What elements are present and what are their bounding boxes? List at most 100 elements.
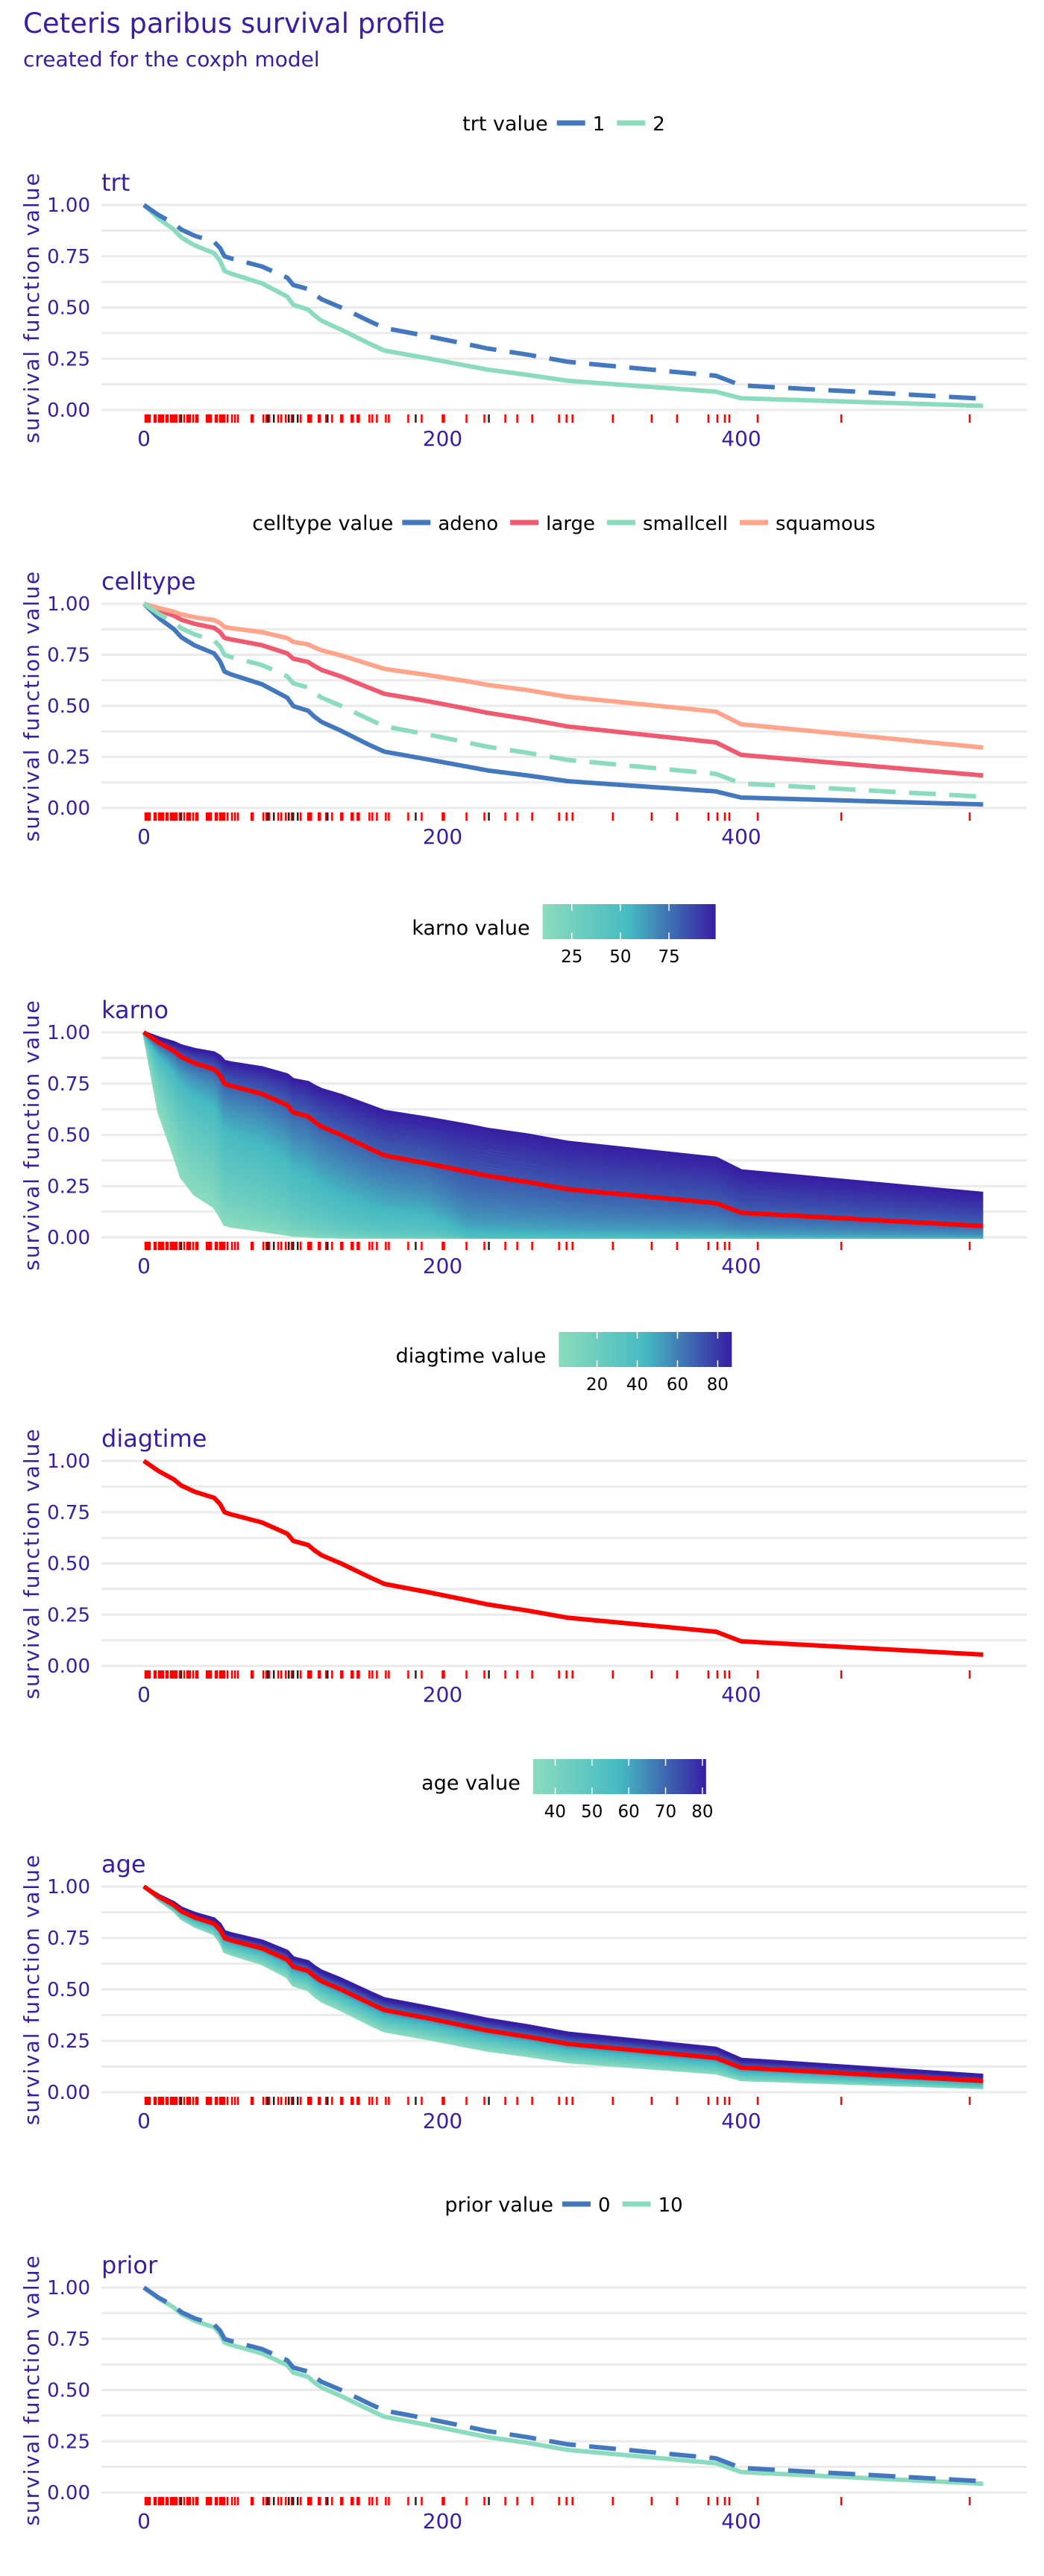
colorbar-tick-label: 50 bbox=[581, 1802, 603, 1822]
curves bbox=[142, 1030, 984, 1239]
legend: karno value 25 50 75 bbox=[412, 904, 716, 967]
x-tick-label: 0 bbox=[137, 824, 151, 849]
y-tick-label: 1.00 bbox=[47, 1022, 90, 1044]
series-line-adeno bbox=[142, 602, 984, 807]
legend-title: prior value bbox=[444, 2194, 553, 2217]
x-tick-label: 0 bbox=[137, 2509, 151, 2534]
y-tick-label: 0.75 bbox=[47, 1928, 90, 1950]
x-tick-label: 400 bbox=[721, 824, 761, 849]
y-tick-label: 0.00 bbox=[47, 1655, 90, 1678]
y-tick-label: 0.25 bbox=[47, 2431, 90, 2453]
y-axis-label: survival function value bbox=[19, 570, 44, 842]
x-tick-label: 200 bbox=[423, 2109, 462, 2133]
legend-colorbar bbox=[559, 1332, 732, 1367]
series-line-2 bbox=[142, 203, 984, 408]
legend-label: large bbox=[546, 513, 595, 535]
y-tick-label: 0.00 bbox=[47, 2082, 90, 2104]
colorbar-tick-label: 20 bbox=[586, 1375, 608, 1395]
x-tick-label: 200 bbox=[423, 1682, 462, 1707]
curves bbox=[142, 1459, 984, 1657]
panel-trt: 0.00 0.25 0.50 0.75 1.00 0 200 400 survival func… bbox=[19, 113, 1027, 451]
legend-label: smallcell bbox=[643, 513, 728, 535]
panel-karno: 0.00 0.25 0.50 0.75 1.00 0 200 400 survival func… bbox=[19, 904, 1027, 1278]
x-tick-label: 200 bbox=[423, 2509, 462, 2534]
curves bbox=[142, 2285, 984, 2487]
y-tick-label: 1.00 bbox=[47, 195, 90, 217]
x-tick-label: 0 bbox=[137, 426, 151, 451]
rug bbox=[144, 1242, 971, 1250]
y-tick-label: 1.00 bbox=[47, 2277, 90, 2299]
profile-line bbox=[143, 1031, 984, 1195]
y-tick-label: 0.75 bbox=[47, 1073, 90, 1096]
x-tick-label: 400 bbox=[721, 1682, 761, 1707]
x-tick-label: 400 bbox=[721, 2509, 761, 2534]
panel-celltype: 0.00 0.25 0.50 0.75 1.00 0 200 400 survival func… bbox=[19, 512, 1027, 849]
y-tick-label: 0.75 bbox=[47, 1502, 90, 1524]
y-tick-label: 0.50 bbox=[47, 695, 90, 718]
colorbar-tick-label: 70 bbox=[655, 1802, 676, 1822]
series-line-1 bbox=[142, 203, 984, 401]
panel-age: 0.00 0.25 0.50 0.75 1.00 0 200 400 survival func… bbox=[19, 1759, 1027, 2133]
legend: diagtime value 20 40 60 80 bbox=[396, 1332, 732, 1395]
legend-label: adeno bbox=[438, 513, 498, 535]
colorbar-tick-label: 60 bbox=[618, 1802, 640, 1822]
y-axis-label: survival function value bbox=[19, 1427, 44, 1699]
series-line-squamous bbox=[143, 602, 984, 750]
y-tick-label: 0.00 bbox=[47, 798, 90, 820]
legend-label: 0 bbox=[598, 2194, 611, 2217]
legend-title: diagtime value bbox=[396, 1345, 547, 1368]
curves bbox=[142, 1884, 984, 2089]
y-tick-label: 0.25 bbox=[47, 747, 90, 769]
legend-label: 2 bbox=[652, 113, 665, 136]
y-tick-label: 0.25 bbox=[47, 2030, 90, 2053]
panel-diagtime: 0.00 0.25 0.50 0.75 1.00 0 200 400 survival func… bbox=[19, 1332, 1027, 1707]
y-tick-label: 0.50 bbox=[47, 1553, 90, 1576]
chart-subtitle: created for the coxph model bbox=[23, 47, 320, 72]
colorbar-tick-label: 75 bbox=[658, 947, 679, 967]
curves bbox=[142, 602, 984, 807]
legend-label: 10 bbox=[658, 2194, 683, 2217]
rug bbox=[144, 1670, 971, 1679]
x-tick-label: 200 bbox=[423, 1254, 462, 1278]
y-tick-label: 0.50 bbox=[47, 1125, 90, 1147]
y-tick-label: 0.25 bbox=[47, 1604, 90, 1626]
y-tick-label: 1.00 bbox=[47, 593, 90, 616]
observed-line bbox=[142, 1884, 984, 2083]
series-line-10 bbox=[142, 2285, 984, 2487]
rug bbox=[144, 812, 971, 821]
curves bbox=[142, 203, 984, 408]
colorbar-tick-label: 40 bbox=[626, 1375, 648, 1395]
x-tick-label: 200 bbox=[423, 426, 462, 451]
y-tick-label: 0.00 bbox=[47, 2482, 90, 2504]
legend-label: 1 bbox=[593, 113, 606, 136]
chart-title: Ceteris paribus survival profile bbox=[23, 7, 445, 40]
legend-colorbar bbox=[542, 904, 716, 939]
rug bbox=[144, 414, 971, 423]
legend-title: trt value bbox=[462, 113, 548, 136]
panel-title: diagtime bbox=[101, 1424, 207, 1453]
y-tick-label: 1.00 bbox=[47, 1876, 90, 1898]
panel-title: karno bbox=[101, 996, 169, 1024]
y-axis-label: survival function value bbox=[19, 999, 44, 1270]
observed-line bbox=[142, 1459, 984, 1657]
panel-prior: 0.00 0.25 0.50 0.75 1.00 0 200 400 survival func… bbox=[19, 2194, 1027, 2534]
y-tick-label: 0.25 bbox=[47, 1175, 90, 1198]
series-line-large bbox=[142, 602, 984, 778]
y-tick-label: 0.50 bbox=[47, 1979, 90, 2001]
y-tick-label: 0.50 bbox=[47, 2380, 90, 2402]
x-tick-label: 0 bbox=[137, 2109, 151, 2133]
legend-title: age value bbox=[421, 1772, 521, 1795]
y-tick-label: 0.00 bbox=[47, 1227, 90, 1249]
series-line-0 bbox=[142, 2285, 984, 2484]
legend: trt value 1 2 bbox=[462, 113, 665, 136]
y-axis-label: survival function value bbox=[19, 171, 44, 443]
colorbar-tick-label: 80 bbox=[691, 1802, 713, 1822]
colorbar-tick-label: 60 bbox=[667, 1375, 688, 1395]
colorbar-tick-label: 25 bbox=[561, 947, 582, 967]
panel-title: trt bbox=[101, 168, 130, 197]
legend: prior value 0 10 bbox=[444, 2194, 682, 2217]
y-axis-label: survival function value bbox=[19, 1854, 44, 2125]
rug bbox=[144, 2097, 971, 2105]
